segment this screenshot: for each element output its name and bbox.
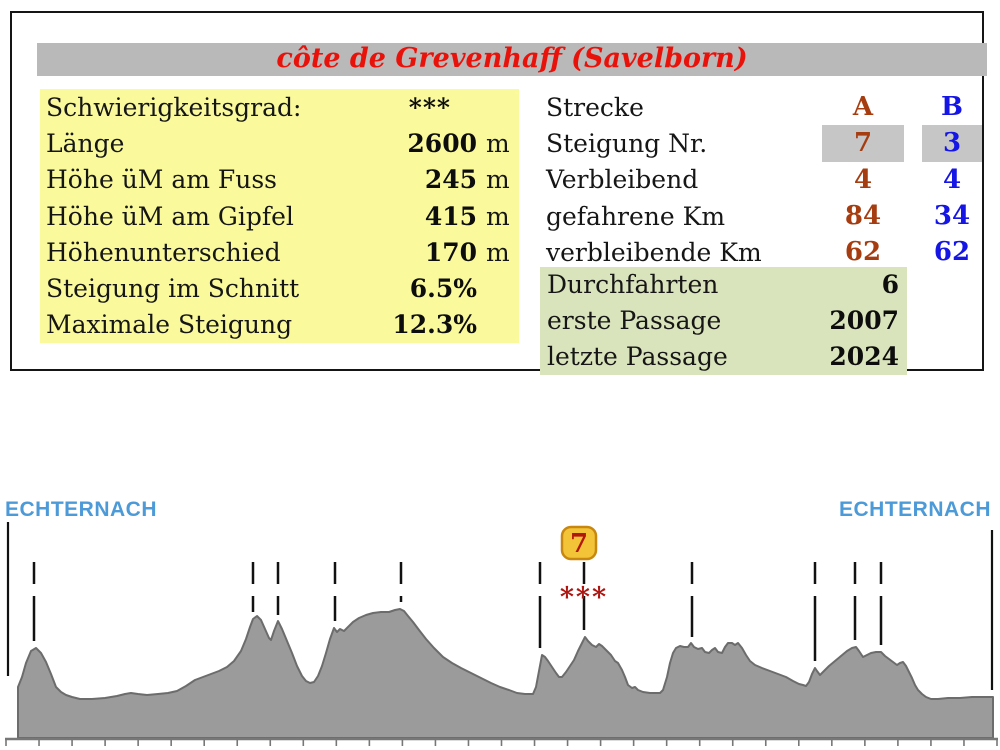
passages-panel: Durchfahrten 6 erste Passage 2007 letzte…	[540, 267, 907, 375]
stat-value: 415	[424, 201, 477, 231]
column-gap	[904, 125, 922, 161]
route-col-b-header: B	[941, 92, 963, 123]
passage-value: 6	[881, 270, 899, 300]
stat-label: Länge	[46, 128, 125, 158]
route-value-a: 4	[853, 164, 873, 195]
route-header-label: Strecke	[546, 92, 644, 122]
stat-label: Schwierigkeitsgrad:	[46, 92, 302, 122]
stat-unit: m	[486, 128, 510, 158]
climb-stats-panel: Schwierigkeitsgrad: *** Länge 2600 m Höh…	[40, 89, 519, 343]
climb-info-box: côte de Grevenhaff (Savelborn) Schwierig…	[10, 11, 987, 375]
route-row-label: Steigung Nr.	[546, 128, 708, 158]
stat-label: Höhenunterschied	[46, 237, 281, 267]
stat-row: Steigung im Schnitt 6.5%	[40, 270, 519, 306]
route-row: Verbleibend 4 4	[540, 162, 995, 198]
route-row: gefahrene Km 84 34	[540, 198, 995, 234]
route-row-label: verbleibende Km	[546, 237, 762, 267]
page-title: côte de Grevenhaff (Savelborn)	[37, 43, 987, 76]
route-value-a: 62	[844, 237, 882, 268]
passage-row: letzte Passage 2024	[540, 339, 907, 375]
stat-label: Steigung im Schnitt	[46, 274, 300, 304]
stat-label: Maximale Steigung	[46, 310, 293, 340]
route-value-b: 4	[942, 164, 962, 195]
route-row-label: Verbleibend	[546, 165, 699, 195]
route-row: verbleibende Km 62 62	[540, 234, 995, 270]
column-gap	[904, 198, 922, 234]
column-gap	[904, 89, 922, 125]
route-value-b: 62	[933, 237, 971, 268]
passage-row: erste Passage 2007	[540, 303, 907, 339]
passage-label: erste Passage	[547, 306, 722, 336]
stat-value: 6.5%	[409, 274, 477, 304]
stat-row: Höhenunterschied 170 m	[40, 234, 519, 270]
climb-badge-number: 7	[570, 529, 588, 559]
route-row-label: gefahrene Km	[546, 201, 726, 231]
stat-unit: m	[486, 237, 510, 267]
stat-value: 12.3%	[392, 310, 477, 340]
passage-row: Durchfahrten 6	[540, 267, 907, 303]
stat-value: 245	[424, 165, 477, 195]
stat-unit: m	[486, 165, 510, 195]
passage-value: 2024	[829, 341, 899, 371]
stat-row: Schwierigkeitsgrad: ***	[40, 89, 519, 125]
elevation-area	[17, 608, 994, 739]
route-value-b: 3	[922, 125, 982, 162]
stat-row: Höhe üM am Gipfel 415 m	[40, 198, 519, 234]
stat-row: Länge 2600 m	[40, 125, 519, 161]
finish-city-label: ECHTERNACH	[839, 498, 991, 521]
route-value-a: 7	[822, 125, 904, 162]
route-value-b: 34	[933, 201, 971, 232]
climb-badge	[560, 525, 598, 561]
passage-label: letzte Passage	[547, 341, 728, 371]
route-value-a: 84	[844, 201, 882, 232]
stat-label: Höhe üM am Fuss	[46, 165, 278, 195]
route-header-row: Strecke A B	[540, 89, 995, 125]
climb-difficulty-stars: ***	[560, 582, 608, 613]
stat-label: Höhe üM am Gipfel	[46, 201, 294, 231]
elevation-profile: ECHTERNACH ECHTERNACH 7 ***	[5, 498, 998, 746]
route-col-a-header: A	[852, 92, 874, 123]
stat-unit: m	[486, 201, 510, 231]
route-panel: Strecke A B Steigung Nr. 7 3 Verbleibend…	[540, 89, 995, 270]
stat-value: ***	[408, 92, 451, 122]
stat-value: 170	[424, 237, 477, 267]
route-row: Steigung Nr. 7 3	[540, 125, 995, 162]
stat-row: Maximale Steigung 12.3%	[40, 307, 519, 343]
passage-label: Durchfahrten	[547, 270, 719, 300]
start-city-label: ECHTERNACH	[5, 498, 157, 521]
column-gap	[904, 162, 922, 198]
passage-value: 2007	[829, 306, 899, 336]
stat-value: 2600	[407, 128, 477, 158]
column-gap	[904, 234, 922, 270]
stat-row: Höhe üM am Fuss 245 m	[40, 162, 519, 198]
